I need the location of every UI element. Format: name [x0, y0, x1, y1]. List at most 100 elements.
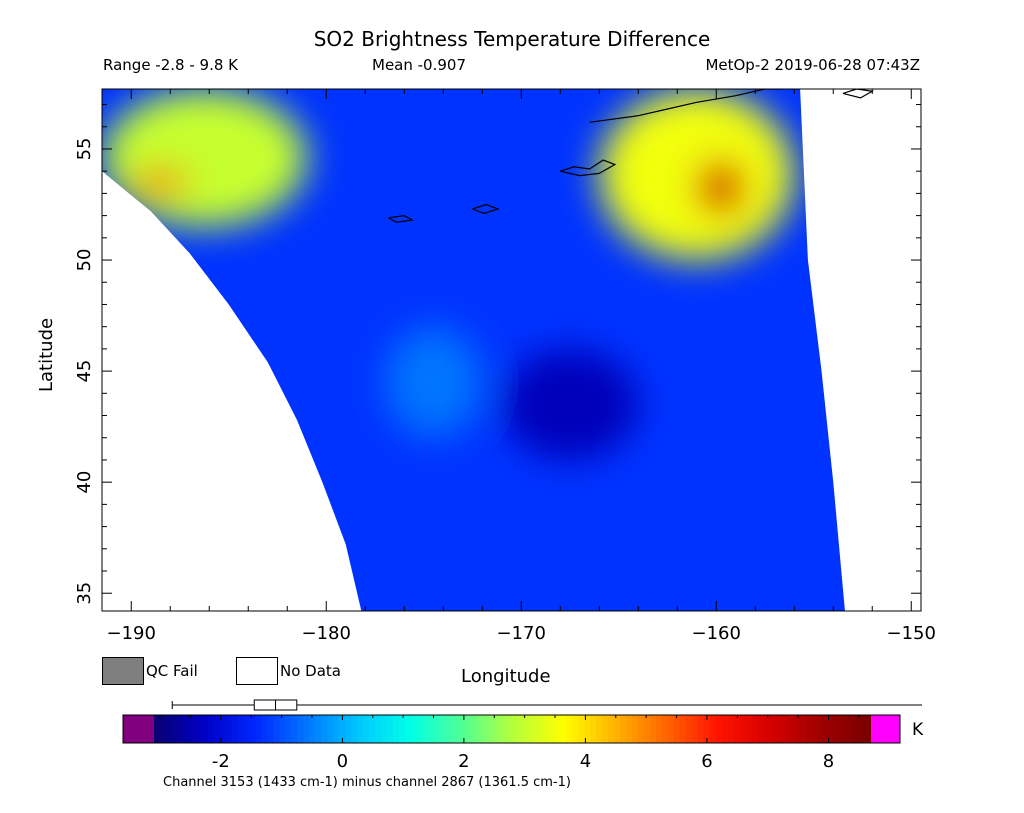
colorbar-tick-label: 0	[337, 751, 348, 772]
colorbar-segment	[375, 715, 382, 743]
colorbar-segment	[572, 715, 579, 743]
colorbar-segment	[171, 715, 179, 743]
colorbar-segment	[632, 715, 639, 743]
colorbar-segment	[225, 715, 233, 743]
colorbar-segment	[823, 715, 830, 743]
colorbar-segment	[626, 715, 633, 743]
colorbar-segment	[649, 715, 657, 743]
chart-title: SO2 Brightness Temperature Difference	[313, 27, 711, 51]
colorbar-segment	[703, 715, 711, 743]
colorbar-segment	[482, 715, 490, 743]
colorbar-segment	[291, 715, 298, 743]
colorbar-tick-label: 2	[458, 751, 469, 772]
colorbar-segment	[709, 715, 717, 743]
colorbar-segment	[727, 715, 735, 743]
colorbar-segment	[279, 715, 287, 743]
colorbar-segment	[249, 715, 257, 743]
swath-field	[102, 89, 875, 611]
colorbar-segment	[590, 715, 597, 743]
colorbar-overflow	[871, 715, 900, 743]
colorbar-segment	[207, 715, 215, 743]
colorbar-segment	[620, 715, 627, 743]
x-tick-label: −160	[692, 623, 741, 644]
colorbar-segment	[637, 715, 645, 743]
colorbar-segment	[261, 715, 269, 743]
colorbar-segment	[345, 715, 352, 743]
colorbar-segment	[835, 715, 842, 743]
colorbar-segment	[584, 715, 591, 743]
region-cyclone-center	[501, 348, 639, 460]
colorbar-segment	[470, 715, 478, 743]
colorbar-segment	[865, 715, 872, 743]
region-cyclone-west	[384, 326, 483, 438]
colorbar-segment	[357, 715, 364, 743]
colorbar-segment	[369, 715, 376, 743]
colorbar: -2 0 2 4 6 8	[122, 714, 901, 772]
colorbar-segment	[739, 715, 747, 743]
colorbar-segment	[775, 715, 782, 743]
colorbar-segment	[841, 715, 848, 743]
colorbar-segment	[548, 715, 555, 743]
colorbar-segment	[404, 715, 412, 743]
colorbar-segment	[745, 715, 753, 743]
colorbar-segment	[733, 715, 741, 743]
colorbar-segment	[691, 715, 699, 743]
y-tick-label: 55	[74, 138, 95, 161]
colorbar-segment	[673, 715, 681, 743]
coastline	[388, 214, 414, 223]
colorbar-segment	[183, 715, 191, 743]
colorbar-segment	[410, 715, 418, 743]
colorbar-segment	[446, 715, 454, 743]
colorbar-segment	[608, 715, 615, 743]
range-text: Range -2.8 - 9.8 K	[103, 56, 238, 74]
colorbar-segment	[566, 715, 573, 743]
x-tick-label: −150	[887, 623, 936, 644]
colorbar-tick-label: -2	[212, 751, 230, 772]
colorbar-unit: K	[912, 720, 924, 740]
colorbar-segment	[506, 715, 514, 743]
data-regions	[102, 89, 795, 460]
colorbar-segment	[500, 715, 508, 743]
y-axis: 35 40 45 50 55	[74, 104, 921, 605]
x-tick-label: −190	[107, 623, 156, 644]
colorbar-segment	[542, 715, 549, 743]
colorbar-segment	[655, 715, 663, 743]
colorbar-segment	[393, 715, 400, 743]
colorbar-segment	[679, 715, 687, 743]
colorbar-segment	[267, 715, 275, 743]
colorbar-tick-label: 8	[823, 751, 834, 772]
colorbar-segment	[219, 715, 227, 743]
colorbar-segment	[464, 715, 472, 743]
colorbar-segment	[416, 715, 424, 743]
colorbar-segment	[201, 715, 209, 743]
colorbar-segment	[811, 715, 818, 743]
colorbar-segment	[721, 715, 729, 743]
colorbar-segment	[805, 715, 812, 743]
colorbar-segment	[285, 715, 293, 743]
colorbar-segment	[859, 715, 866, 743]
colorbar-segment	[757, 715, 765, 743]
y-tick-label: 45	[74, 360, 95, 383]
region-northwest-plume	[102, 89, 307, 227]
colorbar-segment	[297, 715, 304, 743]
colorbar-segment	[327, 715, 334, 743]
colorbar-segment	[428, 715, 436, 743]
colorbar-segment	[488, 715, 496, 743]
colorbar-segment	[309, 715, 316, 743]
colorbar-segment	[524, 715, 532, 743]
colorbar-segment	[165, 715, 173, 743]
colorbar-segment	[847, 715, 854, 743]
x-axis: −190 −180 −170 −160 −150	[107, 89, 936, 644]
colorbar-segment	[333, 715, 340, 743]
colorbar-underflow	[123, 715, 154, 743]
colorbar-segment	[255, 715, 263, 743]
colorbar-segment	[829, 715, 836, 743]
colorbar-segment	[452, 715, 460, 743]
coastline	[589, 89, 785, 123]
plot-frame	[101, 88, 922, 612]
x-tick-label: −170	[497, 623, 546, 644]
satellite-timestamp: MetOp-2 2019-06-28 07:43Z	[705, 56, 920, 74]
colorbar-segment	[554, 715, 561, 743]
colorbar-segment	[213, 715, 221, 743]
